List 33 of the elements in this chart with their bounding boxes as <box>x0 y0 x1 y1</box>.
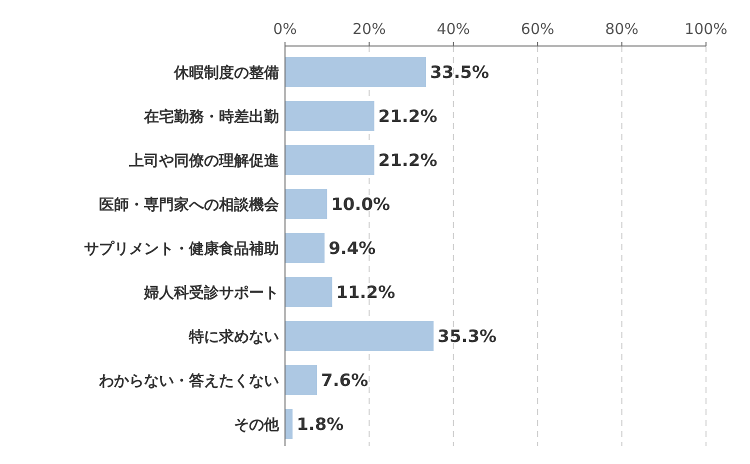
x-tick-label: 100% <box>684 20 728 38</box>
data-label: 1.8% <box>296 414 344 435</box>
data-label: 9.4% <box>328 238 376 259</box>
x-tick-label: 0% <box>273 20 297 38</box>
x-tick-label: 80% <box>605 20 638 38</box>
y-tick-label: 上司や同僚の理解促進 <box>128 151 280 170</box>
y-tick-label: 婦人科受診サポート <box>143 283 279 302</box>
bar <box>285 409 293 439</box>
x-tick-label: 40% <box>436 20 470 38</box>
data-label: 21.2% <box>378 150 438 171</box>
data-label: 21.2% <box>378 106 438 127</box>
bar <box>285 101 374 131</box>
bar <box>285 277 332 307</box>
bar <box>285 365 317 395</box>
bar <box>285 57 426 87</box>
y-tick-label: サプリメント・健康食品補助 <box>84 239 279 258</box>
bar <box>285 145 374 175</box>
x-tick-label: 60% <box>520 20 554 38</box>
y-tick-label: 医師・専門家への相談機会 <box>99 195 280 214</box>
x-tick-label: 20% <box>352 20 386 38</box>
data-label: 10.0% <box>331 194 390 215</box>
bar <box>285 321 434 351</box>
data-label: 35.3% <box>438 326 497 347</box>
data-label: 33.5% <box>430 62 490 83</box>
y-tick-label: 休暇制度の整備 <box>173 63 279 82</box>
y-tick-label: わからない・答えたくない <box>98 371 279 390</box>
data-label: 11.2% <box>336 282 396 303</box>
y-tick-label: その他 <box>234 415 280 434</box>
data-label: 7.6% <box>320 370 368 391</box>
y-tick-label: 在宅勤務・時差出勤 <box>143 107 279 126</box>
bar <box>285 233 325 263</box>
y-tick-label: 特に求めない <box>188 327 279 346</box>
bar <box>285 189 328 219</box>
